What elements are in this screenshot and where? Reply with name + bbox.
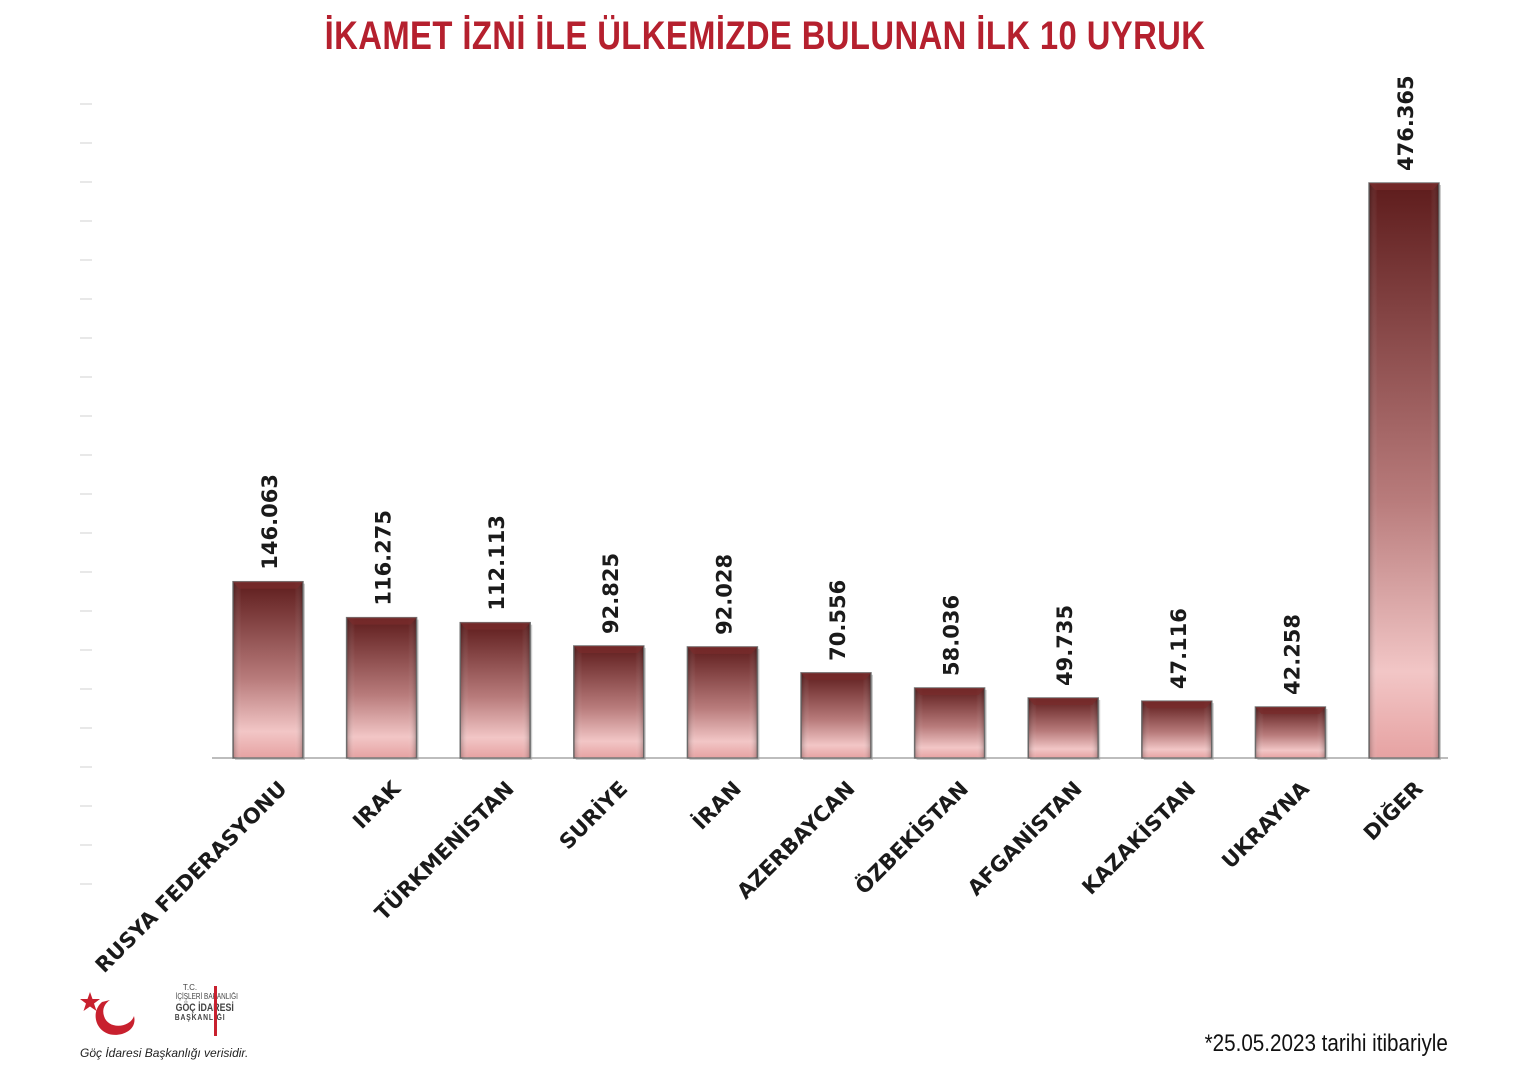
bar-bevel (1028, 697, 1099, 705)
bar-bevel (687, 646, 758, 654)
logo-divider (214, 986, 217, 1036)
category-label: AZERBAYCAN (732, 777, 859, 904)
bar-bevel (346, 617, 417, 625)
category-label: İRAN (687, 776, 746, 835)
category-label: RUSYA FEDERASYONU (91, 777, 292, 978)
bars-group: 146.063 RUSYA FEDERASYONU 116.275 IRAK 112.1… (91, 75, 1441, 977)
logo-agency: GÖÇ İDARESİ (175, 1001, 234, 1014)
bar-sheen (914, 687, 985, 758)
bar-sheen (1255, 706, 1326, 758)
bar-value-label: 49.735 (1053, 605, 1077, 686)
bar-value-label: 42.258 (1280, 614, 1304, 695)
logo-text: T.C. İÇİŞLERİ BAKANLIĞI GÖÇ İDARESİ BAŞK… (172, 983, 238, 1022)
bar-bevel (914, 687, 985, 695)
logo-dept: BAŞKANLIĞI (174, 1012, 226, 1022)
bar-bevel (1141, 701, 1212, 709)
bar-value-label: 47.116 (1167, 608, 1191, 689)
logo-tc: T.C. (182, 983, 198, 992)
date-note: *25.05.2023 tarihi itibariyle (1204, 1030, 1448, 1057)
bar-sheen (1369, 183, 1439, 758)
bar-sheen (573, 645, 644, 758)
category-label: UKRAYNA (1217, 776, 1314, 873)
bar-sheen (1028, 697, 1099, 758)
category-label: AFGANİSTAN (962, 776, 1087, 901)
y-axis-ticks (80, 103, 92, 885)
category-label: KAZAKİSTAN (1077, 776, 1201, 900)
category-label: IRAK (348, 776, 405, 833)
crescent-star-logo-icon (80, 992, 135, 1035)
bar-bevel (1255, 706, 1326, 714)
source-note: Göç İdaresi Başkanlığı verisidir. (80, 1046, 249, 1060)
bar-sheen (687, 646, 758, 758)
category-label: ÖZBEKİSTAN (850, 776, 973, 899)
bar-value-label: 70.556 (826, 580, 850, 661)
bar-value-label: 146.063 (258, 474, 282, 570)
bar-value-label: 476.365 (1394, 75, 1418, 171)
bar-value-label: 116.275 (372, 510, 396, 606)
bar-sheen (1141, 701, 1212, 758)
category-label: SURİYE (554, 776, 632, 854)
chart-title: İKAMET İZNİ İLE ÜLKEMİZDE BULUNAN İLK 10… (324, 14, 1206, 58)
bar-bevel (573, 645, 644, 653)
bar-bevel (233, 581, 303, 589)
logo (80, 984, 230, 1046)
bar-value-label: 58.036 (940, 595, 964, 676)
logo-ministry: İÇİŞLERİ BAKANLIĞI (175, 991, 238, 1001)
bar-value-label: 92.028 (712, 554, 736, 635)
bar-value-label: 92.825 (599, 553, 623, 634)
bar-bevel (1369, 183, 1439, 190)
category-label: DİĞER (1358, 776, 1427, 845)
bar-value-label: 112.113 (485, 515, 509, 611)
bar-sheen (460, 622, 531, 758)
bar-bevel (460, 622, 531, 630)
bar-bevel (801, 672, 871, 680)
bar-sheen (233, 581, 303, 758)
bar-sheen (801, 672, 871, 758)
bar-sheen (346, 617, 417, 758)
